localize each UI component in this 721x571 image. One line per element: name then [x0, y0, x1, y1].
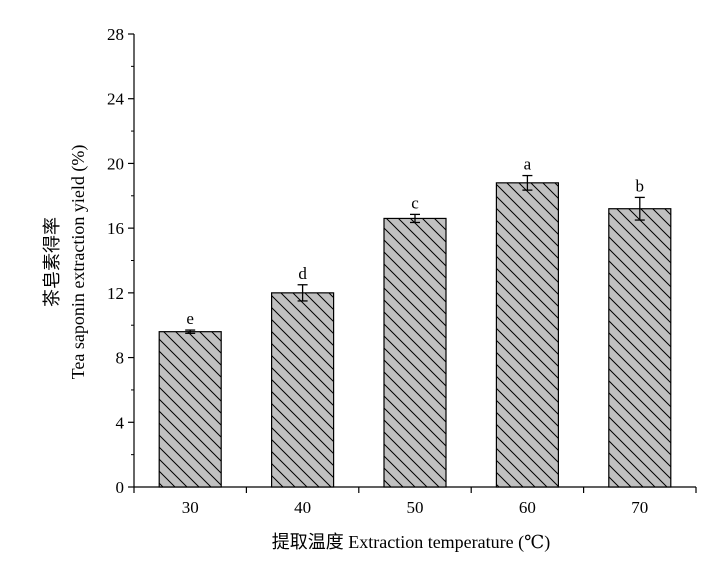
x-tick-label: 50: [407, 498, 424, 517]
bar-50: [383, 217, 447, 488]
y-axis-label-line1: 茶皂素得率: [42, 217, 62, 307]
significance-label-50: c: [411, 193, 419, 212]
y-tick-label: 28: [107, 25, 124, 44]
x-axis-label: 提取温度 Extraction temperature (℃): [272, 532, 551, 553]
y-tick-label: 12: [107, 284, 124, 303]
y-axis-label: 茶皂素得率 Tea saponin extraction yield (%): [42, 145, 89, 380]
bar-30: [158, 331, 222, 488]
bar-60: [495, 182, 559, 488]
y-tick-label: 20: [107, 154, 124, 173]
error-bar-50: [410, 213, 420, 224]
x-tick-label: 40: [294, 498, 311, 517]
error-bar-70: [634, 196, 645, 221]
bar-70: [608, 208, 672, 488]
x-tick-label: 70: [631, 498, 648, 517]
x-tick-label: 30: [182, 498, 199, 517]
y-axis-label-line2: Tea saponin extraction yield (%): [68, 145, 89, 380]
y-axis: 0 4 8 12 16 20 24 28: [107, 25, 135, 497]
significance-label-30: e: [186, 309, 194, 328]
x-tick-label: 60: [519, 498, 536, 517]
significance-labels: e d c a b: [186, 155, 644, 329]
significance-label-40: d: [298, 264, 307, 283]
error-bars: [185, 174, 645, 334]
y-tick-label: 8: [116, 349, 125, 368]
bar-40: [271, 292, 335, 488]
error-bar-30: [185, 329, 196, 334]
y-tick-label: 4: [116, 413, 125, 432]
y-tick-label: 0: [116, 478, 125, 497]
y-tick-label: 16: [107, 219, 124, 238]
x-axis: 30 40 50 60 70: [133, 486, 697, 517]
significance-label-60: a: [524, 155, 532, 174]
error-bar-40: [297, 284, 308, 302]
error-bar-60: [522, 174, 533, 191]
bars: [158, 182, 672, 488]
y-tick-label: 24: [107, 90, 125, 109]
significance-label-70: b: [636, 176, 645, 195]
